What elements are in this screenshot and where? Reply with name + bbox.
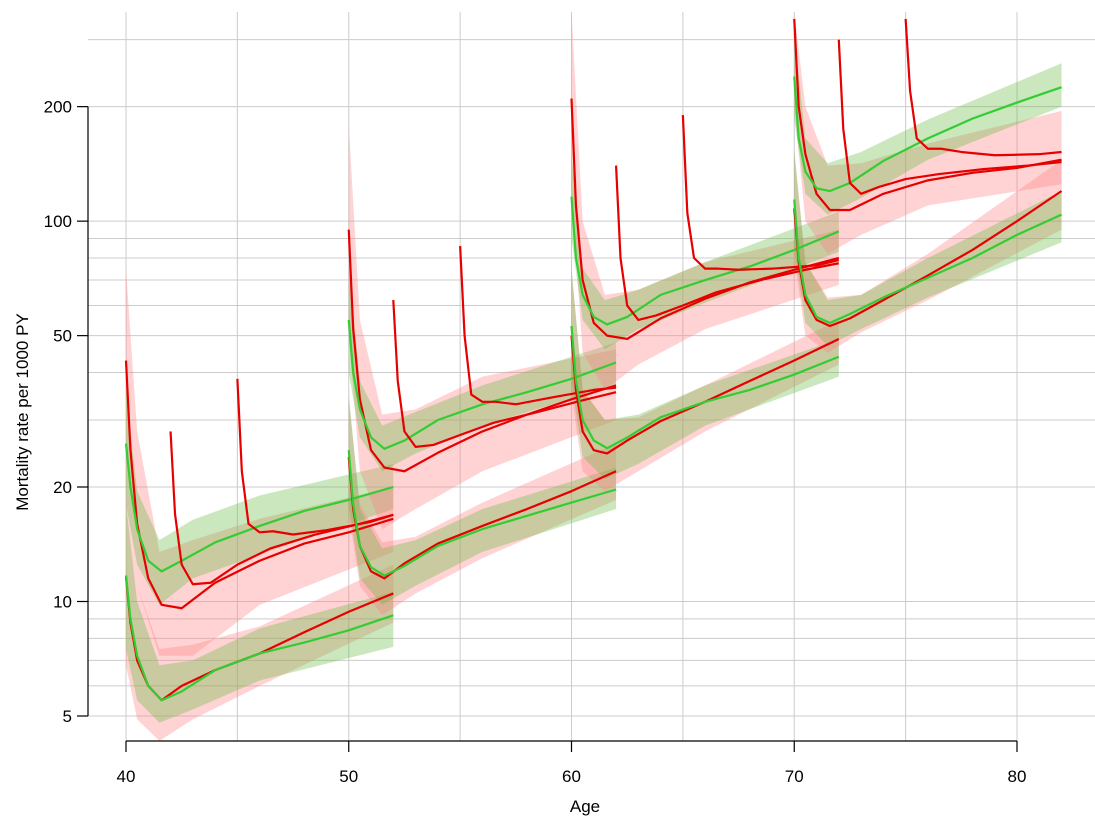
series-line	[614, 165, 840, 321]
y-tick-label: 10	[53, 593, 72, 612]
confidence-band	[794, 154, 1062, 354]
series-line	[570, 196, 840, 326]
series-line	[681, 115, 840, 271]
confidence-band	[348, 399, 617, 616]
y-tick-label: 200	[44, 98, 72, 117]
confidence-band	[571, 268, 839, 492]
x-tick-label: 70	[785, 767, 804, 786]
confidence-band	[348, 394, 617, 605]
confidence-band	[126, 504, 394, 723]
y-tick-label: 5	[63, 707, 72, 726]
series-line	[793, 18, 1062, 212]
y-tick-label: 20	[53, 478, 72, 497]
confidence-band	[794, 148, 1062, 346]
confidence-band	[126, 389, 394, 605]
confidence-band	[348, 268, 617, 472]
confidence-band	[571, 12, 839, 390]
series-line	[904, 18, 1062, 157]
x-axis-title: Age	[570, 797, 600, 816]
series-line	[347, 319, 617, 450]
confidence-band	[794, 34, 1062, 215]
confidence-band	[571, 154, 839, 350]
confidence-bands	[126, 12, 1062, 741]
series-line	[570, 325, 840, 450]
series-line	[392, 300, 617, 448]
confidence-band	[571, 268, 839, 479]
series-line	[347, 229, 617, 473]
y-axis-title: Mortality rate per 1000 PY	[13, 313, 32, 510]
confidence-band	[348, 124, 617, 530]
series-line	[837, 39, 1062, 195]
y-tick-label: 100	[44, 212, 72, 231]
x-tick-label: 60	[562, 767, 581, 786]
x-tick-label: 40	[117, 767, 136, 786]
x-tick-label: 80	[1008, 767, 1027, 786]
confidence-band	[126, 268, 394, 656]
series-lines	[124, 18, 1063, 702]
series-line	[570, 335, 840, 455]
confidence-band	[126, 487, 394, 741]
series-line	[793, 199, 1063, 325]
series-line	[124, 360, 394, 610]
axes: 40 50 60 70 80 5 10 20 50 100 200	[44, 98, 1027, 786]
series-line	[347, 450, 617, 577]
x-tick-label: 50	[339, 767, 358, 786]
series-line	[124, 575, 394, 702]
y-tick-label: 50	[53, 327, 72, 346]
